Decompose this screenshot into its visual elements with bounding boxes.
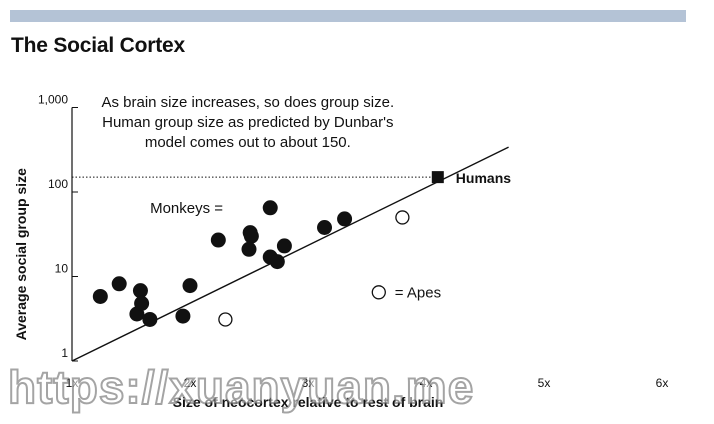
annotation-line: model comes out to about 150. [145,134,351,151]
monkey-point [276,238,292,254]
monkey-point [134,295,150,311]
y-tick-label: 10 [55,262,69,276]
monkey-point [92,288,108,304]
watermark-text: https://xuanyuan.me [7,360,475,414]
ape-point [218,312,233,327]
monkey-point [269,254,285,270]
monkey-point [111,276,127,292]
monkey-point [317,220,333,236]
monkey-point [262,200,278,216]
monkey-point [132,283,148,299]
annotation-line: Human group size as predicted by Dunbar'… [102,114,393,131]
x-tick-label: 2x [184,376,197,390]
legend-apes-label: = Apes [395,284,441,301]
x-tick-label: 4x [420,376,433,390]
top-banner-bar [10,10,686,22]
x-tick-label: 1x [66,376,79,390]
monkey-point [175,308,191,324]
x-tick-label: 3x [302,376,315,390]
monkey-point [182,278,198,294]
humans-label: Humans [456,170,511,186]
x-axis-label: Size of neocortex relative to rest of br… [173,394,444,410]
y-axis-label: Average social group size [13,168,29,340]
monkey-point [337,211,353,227]
monkey-point [243,228,259,244]
x-tick-label: 6x [656,376,669,390]
chart-title: The Social Cortex [11,34,185,57]
legend-monkeys-label: Monkeys = [150,200,223,217]
annotation-line: As brain size increases, so does group s… [101,94,394,111]
y-tick-label: 1,000 [38,93,68,107]
humans-marker [431,171,444,184]
ape-point [395,210,410,225]
monkey-point [210,232,226,248]
y-tick-label: 1 [61,346,68,360]
y-tick-label: 100 [48,177,68,191]
x-tick-label: 5x [538,376,551,390]
ape-point [371,285,386,300]
monkey-point [241,241,257,257]
monkey-point [142,311,158,327]
